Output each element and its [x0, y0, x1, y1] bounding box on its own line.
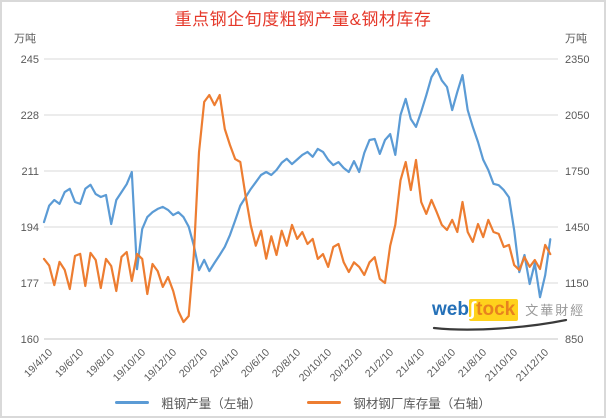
x-tick-label: 20/12/10 [328, 347, 365, 384]
x-tick-label: 19/10/10 [111, 347, 148, 384]
legend: 粗钢产量（左轴） 钢材钢厂库存量（右轴） [2, 393, 604, 412]
y-tick-label-right: 2350 [565, 54, 589, 66]
series-line-inventory [42, 93, 552, 324]
series-line-crude-steel [42, 67, 552, 299]
x-tick-label: 19/4/10 [22, 347, 55, 380]
y-tick-label-left: 211 [21, 166, 39, 178]
legend-line-blue-icon [115, 400, 150, 405]
x-tick-label: 20/4/10 [208, 347, 241, 380]
watermark-brand-stock: ∫tock [468, 299, 519, 321]
right-axis-unit: 万吨 [565, 33, 587, 45]
legend-line-orange-icon [307, 400, 342, 405]
x-tick-label: 21/10/10 [483, 347, 520, 384]
x-tick-label: 19/6/10 [53, 347, 86, 380]
x-tick-label: 20/6/10 [239, 347, 272, 380]
y-tick-label-right: 1750 [565, 166, 589, 178]
watermark-brand-tock: tock [476, 299, 516, 320]
x-tick-label: 19/12/10 [142, 347, 179, 384]
x-tick-label: 21/2/10 [363, 347, 396, 380]
x-tick-label: 21/12/10 [514, 347, 551, 384]
x-tick-label: 20/10/10 [297, 347, 334, 384]
watermark: web ∫tock 文華財經 [432, 299, 585, 331]
legend-label-inventory: 钢材钢厂库存量（右轴） [353, 397, 491, 411]
y-tick-label-left: 160 [21, 334, 39, 346]
x-tick-label: 21/4/10 [394, 347, 427, 380]
legend-item-inventory: 钢材钢厂库存量（右轴） [307, 393, 491, 412]
left-axis-unit: 万吨 [14, 33, 36, 45]
watermark-swoosh-s-icon: ∫ [469, 299, 476, 320]
x-tick-label: 21/6/10 [425, 347, 458, 380]
y-tick-label-left: 177 [21, 278, 39, 290]
y-tick-label-right: 850 [565, 334, 583, 346]
watermark-caption: 文華財經 [525, 303, 586, 318]
legend-label-crude-steel: 粗钢产量（左轴） [161, 397, 262, 411]
watermark-swoosh-underline-icon [432, 319, 568, 331]
chart-title: 重点钢企旬度粗钢产量&钢材库存 [174, 10, 432, 29]
y-tick-label-right: 1450 [565, 222, 589, 234]
y-tick-label-left: 245 [21, 54, 39, 66]
y-tick-label-right: 2050 [565, 110, 589, 122]
x-tick-label: 20/2/10 [177, 347, 210, 380]
watermark-brand-web: web [432, 299, 469, 320]
legend-item-crude-steel: 粗钢产量（左轴） [115, 393, 261, 412]
y-tick-label-right: 1150 [565, 278, 589, 290]
y-tick-label-left: 228 [21, 110, 39, 122]
y-tick-label-left: 194 [21, 222, 39, 234]
